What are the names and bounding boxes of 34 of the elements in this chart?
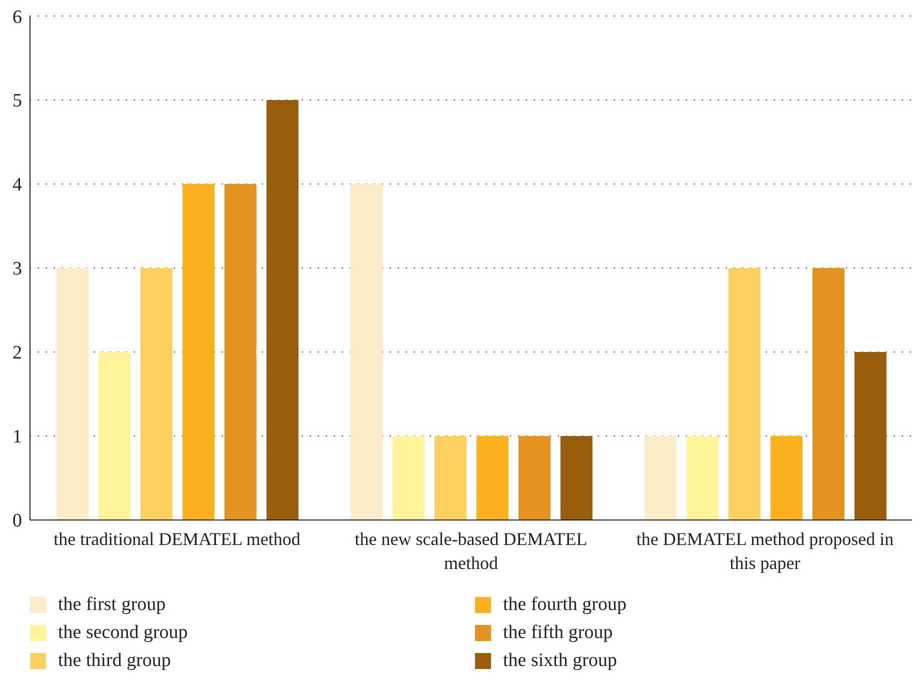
legend-label: the fourth group [503,594,626,616]
bar [98,352,130,520]
legend-label: the third group [58,650,171,672]
bar [434,436,466,520]
bar [140,268,172,520]
y-tick-label: 6 [12,6,22,28]
bar [728,268,760,520]
bar [518,436,550,520]
bar [812,268,844,520]
legend-label: the first group [58,594,166,616]
y-tick-label: 4 [12,174,22,196]
bar [392,436,424,520]
bar [686,436,718,520]
y-tick-label: 5 [12,90,22,112]
bar [56,268,88,520]
legend-label: the fifth group [503,622,613,644]
y-tick-label: 3 [12,258,22,280]
y-tick-label: 1 [12,426,22,448]
x-tick-label: the new scale-based DEMATEL method [354,528,588,573]
bar [350,184,382,520]
y-tick-label: 0 [12,510,22,532]
bar [644,436,676,520]
y-tick-label: 2 [12,342,22,364]
legend-label: the sixth group [503,650,617,672]
bar [560,436,592,520]
bar [476,436,508,520]
bar [854,352,886,520]
x-tick-label: the DEMATEL method proposed in this paper [636,528,894,573]
bar [266,100,298,520]
x-tick-label: the traditional DEMATEL method [54,528,300,549]
bar [224,184,256,520]
legend-label: the second group [58,622,188,644]
bar [182,184,214,520]
bar [770,436,802,520]
